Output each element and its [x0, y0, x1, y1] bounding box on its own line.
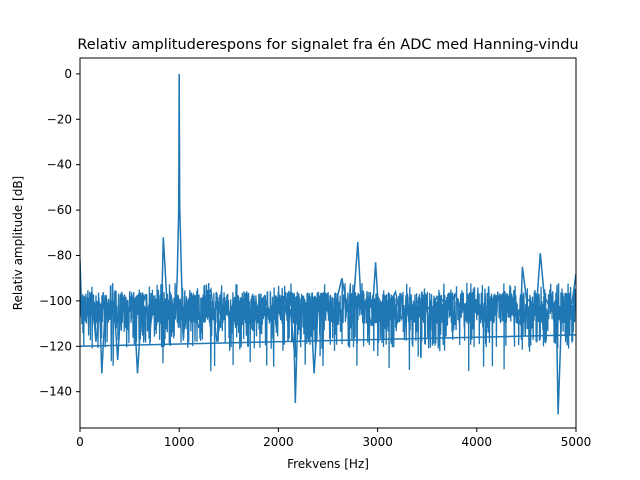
y-axis-label: Relativ amplitude [dB]	[11, 176, 25, 311]
y-tick-label: −60	[47, 203, 72, 217]
y-axis: 0 −20 −40 −60 −80 −100 −120 −140	[39, 67, 80, 399]
series-line-0	[80, 73, 576, 415]
y-tick-label: −120	[39, 339, 72, 353]
x-tick-label: 5000	[561, 435, 592, 449]
y-tick-label: −40	[47, 158, 72, 172]
x-tick-label: 2000	[263, 435, 294, 449]
y-tick-label: −20	[47, 112, 72, 126]
x-tick-label: 3000	[362, 435, 393, 449]
y-tick-label: −140	[39, 385, 72, 399]
y-tick-label: −100	[39, 294, 72, 308]
y-tick-label: 0	[64, 67, 72, 81]
series-wrap-line	[79, 334, 577, 348]
x-axis-label: Frekvens [Hz]	[287, 457, 369, 471]
series-noise-floor	[80, 282, 576, 372]
x-tick-label: 1000	[164, 435, 195, 449]
x-tick-label: 0	[76, 435, 84, 449]
chart-title: Relativ amplituderespons for signalet fr…	[77, 37, 578, 53]
plot-layer	[79, 73, 577, 415]
x-axis: 0 1000 2000 3000 4000 5000	[76, 428, 591, 449]
x-tick-label: 4000	[462, 435, 493, 449]
y-tick-label: −80	[47, 248, 72, 262]
plot-frame	[79, 57, 577, 429]
